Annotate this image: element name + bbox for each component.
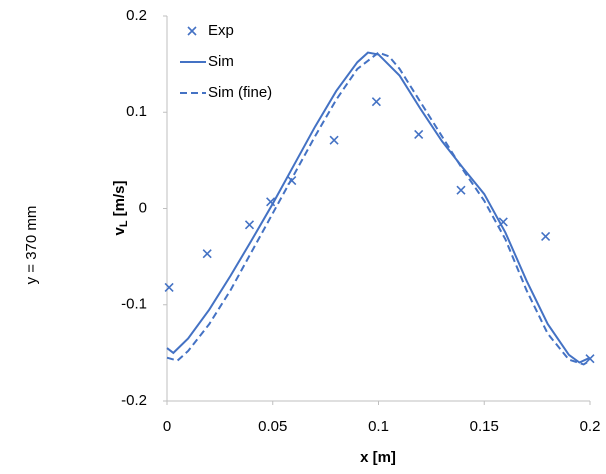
data-point (541, 231, 551, 241)
y-tick-label: 0 (139, 199, 147, 216)
legend-marker (187, 26, 197, 36)
data-point (164, 282, 174, 292)
legend-label: Sim (208, 53, 234, 70)
x-tick-label: 0.2 (580, 418, 601, 435)
y-label-unit: [m/s] (111, 181, 128, 217)
x-tick-label: 0 (163, 418, 171, 435)
legend-label: Exp (208, 22, 234, 39)
x-tick-label: 0.1 (368, 418, 389, 435)
data-point (414, 129, 424, 139)
data-point (244, 220, 255, 230)
y-tick-label: 0.1 (126, 103, 147, 120)
x-axis-label: x [m] (360, 449, 396, 466)
y-axis-label: vL [m/s] (111, 181, 130, 236)
y-label-sub: L (118, 220, 130, 227)
y-tick-label: -0.2 (121, 392, 147, 409)
data-point (456, 185, 466, 195)
data-point (371, 97, 381, 107)
x-tick-label: 0.15 (470, 418, 499, 435)
data-point (202, 249, 212, 259)
x-tick-label: 0.05 (258, 418, 287, 435)
series-line (166, 51, 591, 366)
y-tick-label: 0.2 (126, 7, 147, 24)
legend-label: Sim (fine) (208, 84, 272, 101)
series-line (166, 51, 591, 364)
y-label-main: v (111, 226, 128, 235)
y-tick-label: -0.1 (121, 296, 147, 313)
side-label: y = 370 mm (23, 206, 40, 285)
data-point (329, 135, 339, 145)
